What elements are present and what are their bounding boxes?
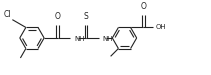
Text: O: O bbox=[55, 12, 61, 21]
Text: S: S bbox=[84, 12, 88, 21]
Text: Cl: Cl bbox=[4, 10, 11, 19]
Text: NH: NH bbox=[74, 36, 85, 42]
Text: NH: NH bbox=[103, 36, 113, 42]
Text: O: O bbox=[140, 2, 146, 11]
Text: OH: OH bbox=[156, 24, 166, 30]
